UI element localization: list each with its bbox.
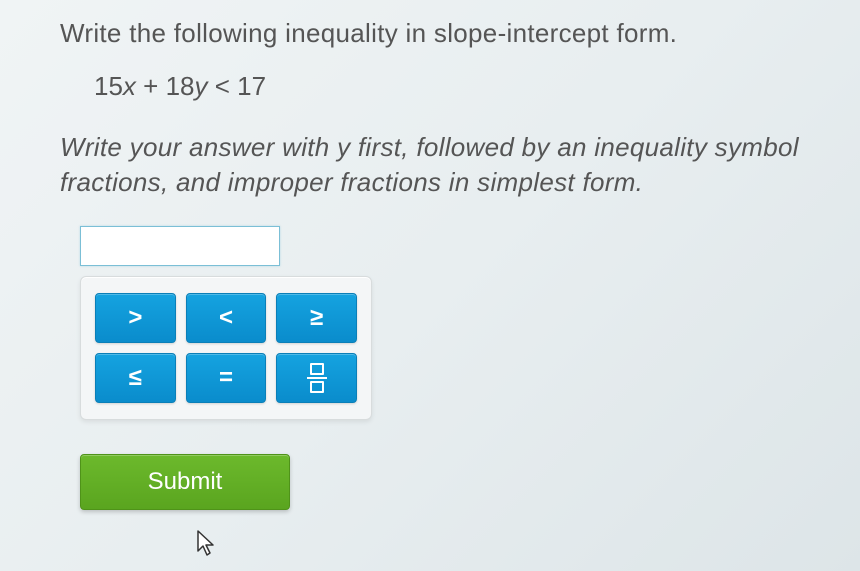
less-equal-button[interactable]: ≤ bbox=[95, 353, 176, 403]
mouse-cursor-icon bbox=[196, 530, 218, 558]
eq-var-y: y bbox=[194, 71, 207, 101]
greater-than-button[interactable]: > bbox=[95, 293, 176, 343]
fraction-icon bbox=[307, 363, 327, 393]
fraction-button[interactable] bbox=[276, 353, 357, 403]
eq-const-c: 17 bbox=[237, 71, 266, 101]
eq-op-plus: + bbox=[136, 71, 166, 101]
le-icon: ≤ bbox=[129, 364, 142, 392]
answer-input-wrap bbox=[80, 226, 830, 266]
lt-icon: < bbox=[219, 304, 233, 332]
inequality-equation: 15x + 18y < 17 bbox=[94, 71, 830, 102]
eq-var-x: x bbox=[123, 71, 136, 101]
less-than-button[interactable]: < bbox=[186, 293, 267, 343]
symbol-keypad: > < ≥ ≤ = bbox=[80, 276, 372, 420]
eq-coef-b: 18 bbox=[166, 71, 195, 101]
answer-input[interactable] bbox=[80, 226, 280, 266]
eq-icon: = bbox=[219, 364, 233, 392]
eq-op-lt: < bbox=[207, 71, 237, 101]
submit-label: Submit bbox=[148, 468, 223, 496]
instruction-text-1: Write the following inequality in slope-… bbox=[60, 18, 830, 49]
instruction-text-2: Write your answer with y first, followed… bbox=[60, 130, 830, 200]
equals-button[interactable]: = bbox=[186, 353, 267, 403]
greater-equal-button[interactable]: ≥ bbox=[276, 293, 357, 343]
gt-icon: > bbox=[128, 304, 142, 332]
ge-icon: ≥ bbox=[310, 304, 323, 332]
submit-button[interactable]: Submit bbox=[80, 454, 290, 510]
eq-coef-a: 15 bbox=[94, 71, 123, 101]
